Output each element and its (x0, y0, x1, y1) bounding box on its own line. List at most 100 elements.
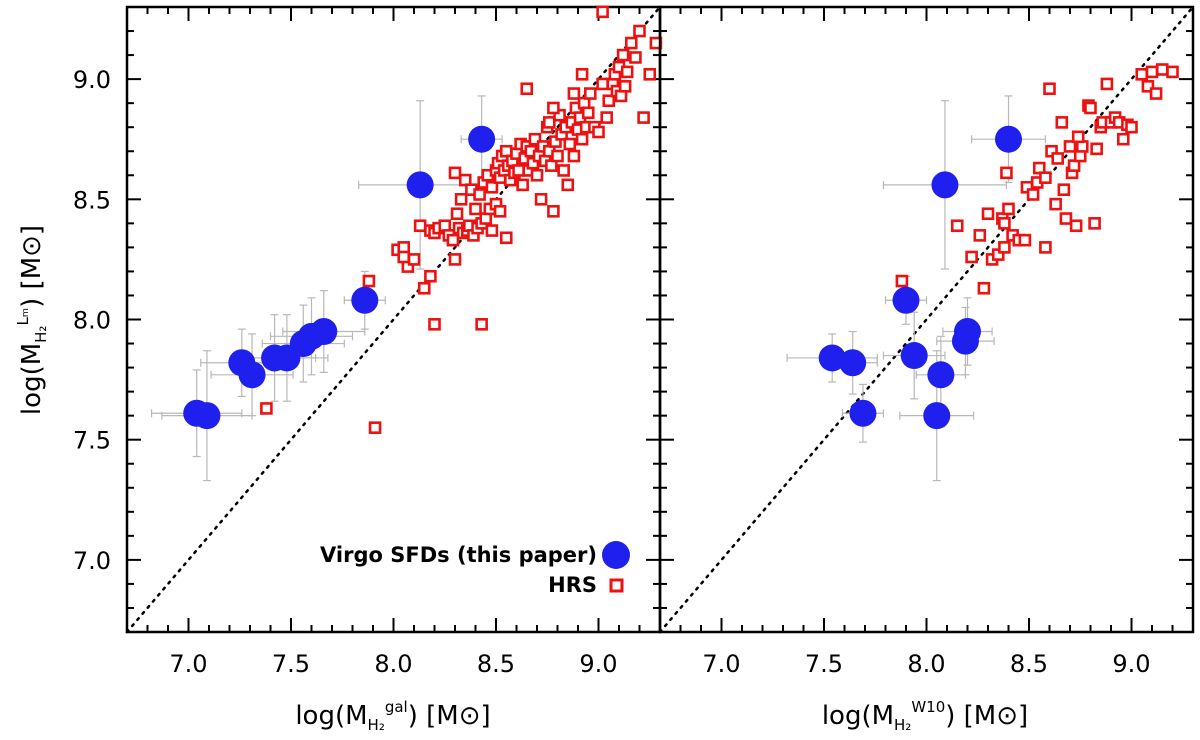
hrs-point (1090, 142, 1103, 156)
hrs-point (362, 274, 376, 288)
hrs-point (977, 281, 991, 295)
legend-virgo-label: Virgo SFDs (this paper) (320, 543, 597, 567)
hrs-point (469, 202, 482, 216)
hrs-point (551, 149, 564, 163)
hrs-point (1039, 171, 1052, 184)
hrs-point (1055, 116, 1069, 129)
virgo-point (931, 171, 959, 199)
hrs-point (1018, 233, 1032, 247)
hrs-point (1059, 212, 1073, 225)
hrs-point (1071, 130, 1085, 144)
virgo-point (238, 361, 266, 389)
hrs-point (260, 402, 273, 415)
hrs-point (592, 125, 605, 139)
hrs-point (624, 36, 638, 50)
hrs-point (512, 164, 525, 177)
hrs-point (547, 205, 560, 218)
y-tick-label: 9.0 (73, 66, 111, 94)
virgo-point (923, 402, 951, 430)
panel-right: 7.0 7.5 8.0 8.5 9.0 (658, 5, 1195, 678)
hrs-point (895, 274, 909, 288)
x-axis-title-left: log(MH₂gal) [M⊙] (295, 698, 490, 734)
x-tick-label: 8.0 (907, 650, 945, 678)
hrs-point (629, 51, 642, 64)
tick-marks-right (660, 6, 1194, 632)
hrs-point (1100, 77, 1114, 91)
hrs-point (428, 318, 441, 331)
y-axis-title-unit: ) [M⊙] (17, 225, 47, 308)
hrs-point (563, 137, 577, 151)
y-tick-labels-left: 7.0 7.5 8.0 8.5 9.0 (73, 66, 111, 575)
hrs-point (1117, 132, 1130, 146)
hrs-point (620, 65, 634, 79)
x-tick-label: 7.5 (272, 650, 310, 678)
hrs-point (475, 318, 488, 331)
hrs-point (965, 250, 978, 264)
hrs-point (583, 87, 597, 100)
one-to-one-line-right (658, 5, 1195, 634)
hrs-point (520, 82, 534, 96)
virgo-point (954, 318, 981, 346)
legend-hrs-label: HRS (548, 573, 597, 597)
hrs-point (1125, 120, 1138, 134)
hrs-point (473, 188, 486, 201)
hrs-point (1002, 202, 1015, 216)
hrs-point (547, 101, 560, 115)
x-axis-title-left-unit: ) [M⊙] (408, 701, 491, 731)
hrs-point (1145, 65, 1159, 79)
hrs-point (973, 229, 987, 242)
hrs-point (575, 132, 589, 146)
hrs-point (602, 94, 616, 108)
y-tick-label: 8.5 (73, 186, 111, 214)
x-tick-label: 7.0 (702, 650, 740, 678)
hrs-point (397, 250, 411, 264)
hrs-point (1141, 80, 1155, 93)
hrs-point (1039, 241, 1052, 254)
virgo-point (892, 286, 920, 314)
x-tick-label: 8.5 (477, 650, 515, 678)
y-tick-label: 7.5 (73, 427, 111, 455)
hrs-point (950, 219, 964, 233)
hrs-point (1051, 152, 1064, 165)
hrs-point (567, 149, 581, 163)
virgo-point (468, 125, 496, 153)
x-tick-label: 7.0 (169, 650, 207, 678)
hrs-point (407, 253, 421, 266)
hrs-point (1166, 65, 1179, 79)
x-axis-title-right: log(MH₂W10) [M⊙] (822, 698, 1028, 734)
hrs-point (448, 253, 462, 266)
errorbars-right (786, 95, 1047, 482)
virgo-point (310, 318, 338, 346)
hrs-point (618, 80, 632, 93)
hrs-point (528, 132, 542, 146)
hrs-point (530, 168, 544, 182)
virgo-points-right (818, 125, 1022, 430)
x-axis-title-right-sup: W10 (911, 698, 945, 716)
hrs-point (616, 48, 630, 62)
x-tick-label: 7.5 (805, 650, 843, 678)
hrs-points-left (260, 5, 663, 434)
hrs-point (1063, 140, 1077, 153)
y-axis-title-sub: H₂ (32, 326, 50, 343)
hrs-point (600, 111, 614, 124)
y-axis-title-sup: Lₘ (14, 308, 32, 326)
virgo-point (849, 399, 877, 427)
legend-virgo-marker (602, 541, 630, 569)
hrs-point (1135, 68, 1149, 81)
x-tick-label: 8.5 (1010, 650, 1048, 678)
hrs-point (485, 180, 499, 194)
x-tick-label: 8.0 (374, 650, 412, 678)
hrs-point (424, 269, 437, 283)
hrs-point (1043, 82, 1056, 96)
hrs-point (575, 68, 589, 81)
legend: Virgo SFDs (this paper) HRS (320, 541, 630, 597)
hrs-point (368, 421, 382, 434)
hrs-point (981, 207, 995, 221)
x-tick-label: 9.0 (1112, 650, 1150, 678)
hrs-point (1149, 87, 1163, 100)
y-tick-label: 7.0 (73, 547, 111, 575)
hrs-point (1088, 217, 1101, 230)
hrs-point (516, 178, 529, 192)
x-axis-title-left-sub: H₂ (368, 716, 385, 734)
